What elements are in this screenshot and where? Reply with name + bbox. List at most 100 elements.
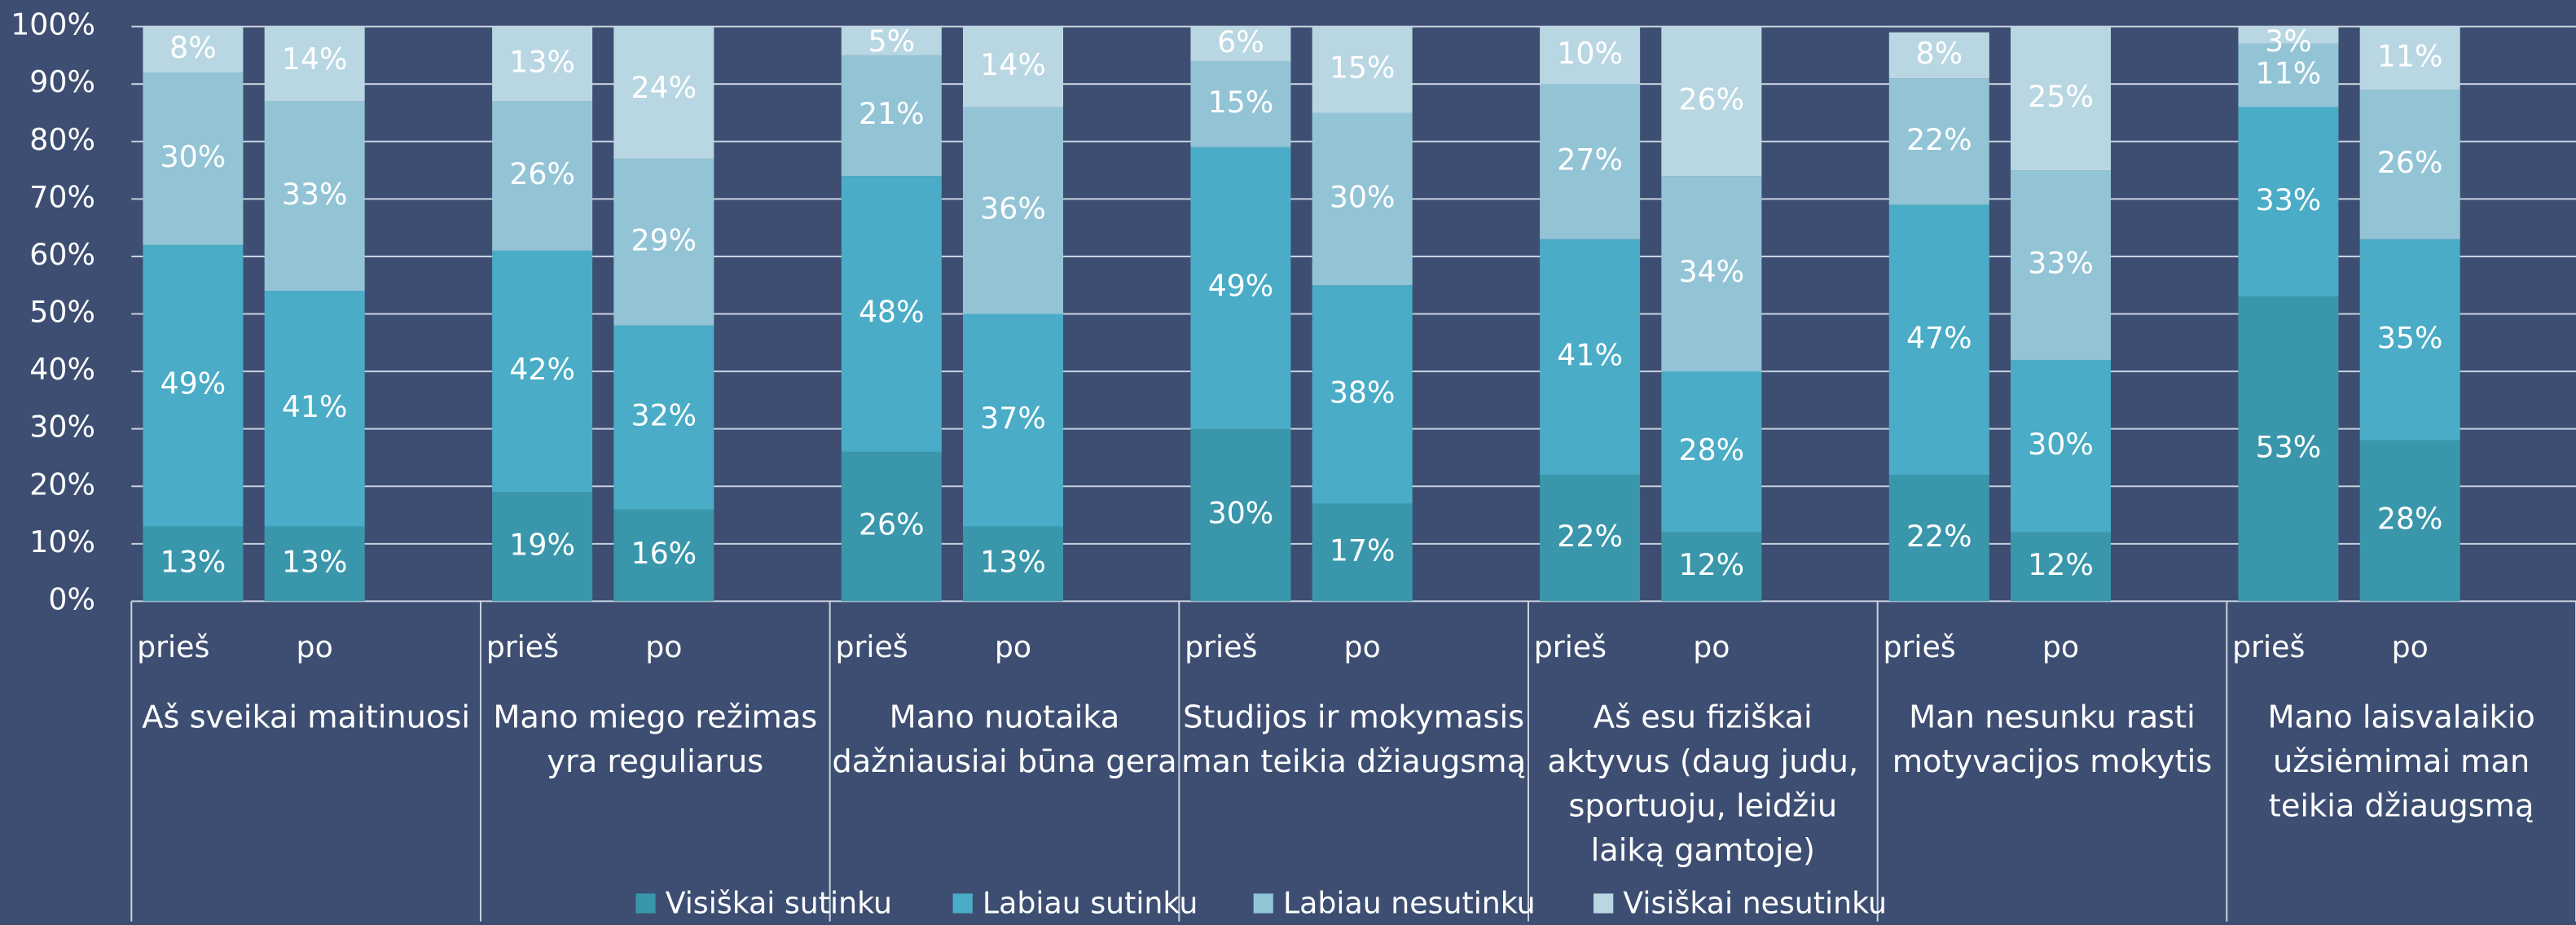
data-label: 30% <box>1330 179 1396 214</box>
group-label-box: Mano miego režimas yra reguliarus <box>493 699 818 781</box>
data-label: 30% <box>2028 427 2094 462</box>
data-label: 12% <box>2028 547 2094 582</box>
data-label: 34% <box>1679 254 1745 289</box>
bar-segment <box>963 26 1064 107</box>
data-label: 17% <box>1330 533 1396 568</box>
data-label: 11% <box>2377 38 2443 73</box>
data-label: 26% <box>2377 145 2443 180</box>
legend-label: Visiškai nesutinku <box>1623 885 1887 920</box>
data-label: 13% <box>160 545 226 580</box>
legend-swatch <box>1594 893 1614 914</box>
group-label-box: Studijos ir mokymasis man teikia džiaugs… <box>1181 699 1526 780</box>
group-label-box: Man nesunku rasti motyvacijos mokytis <box>1892 699 2212 780</box>
bar-segment <box>1540 84 1641 239</box>
bar-segment <box>1540 26 1641 85</box>
data-label: 29% <box>631 222 697 257</box>
data-label: 22% <box>1906 519 1972 554</box>
y-tick-label: 50% <box>29 295 95 330</box>
data-label: 26% <box>1679 81 1745 116</box>
data-label: 33% <box>2028 246 2094 281</box>
data-label: 28% <box>2377 502 2443 537</box>
group-label: Mano miego režimas yra reguliarus <box>493 699 818 781</box>
bar-segment <box>1312 285 1413 504</box>
bar-segment <box>841 451 942 602</box>
data-label: 41% <box>282 389 348 424</box>
bar-segment <box>2238 43 2339 107</box>
x-tick-label: prieš <box>1185 629 1257 664</box>
bar-segment <box>1540 239 1641 476</box>
y-tick-label: 30% <box>29 410 95 445</box>
data-label: 25% <box>2028 79 2094 114</box>
x-tick-label: po <box>1344 629 1381 664</box>
bar-segment <box>1888 204 1989 476</box>
data-label: 14% <box>980 47 1046 82</box>
bar-segment <box>963 526 1064 602</box>
y-tick-label: 100% <box>11 7 95 42</box>
y-tick-label: 60% <box>29 237 95 272</box>
x-tick-label: prieš <box>486 629 559 664</box>
group-label-box: Mano nuotaika dažniausiai būna gera <box>832 699 1177 781</box>
y-tick-label: 70% <box>29 179 95 214</box>
data-label: 33% <box>2256 182 2322 217</box>
data-label: 38% <box>1330 375 1396 410</box>
bar-segment <box>2011 170 2112 360</box>
data-label: 16% <box>631 536 697 571</box>
bar-segment <box>2011 26 2112 171</box>
bar-segment <box>492 492 593 602</box>
group-label: Mano laisvalaikio užsiėmimai man teikia … <box>2267 699 2535 825</box>
y-tick-label: 90% <box>29 64 95 99</box>
bar-segment <box>2359 239 2460 441</box>
bar-segment <box>2238 26 2339 44</box>
data-label: 48% <box>859 295 925 330</box>
bar-segment <box>492 250 593 493</box>
x-tick-label: po <box>297 629 333 664</box>
y-tick-label: 40% <box>29 352 95 387</box>
data-label: 37% <box>980 401 1046 436</box>
bar-segment <box>2238 107 2339 297</box>
data-label: 49% <box>1208 269 1274 304</box>
legend-swatch <box>952 893 973 914</box>
bar-segment <box>1888 475 1989 602</box>
bar-segment <box>2011 359 2112 533</box>
data-label: 8% <box>1916 36 1963 71</box>
group-label: Aš esu fiziškai aktyvus (daug judu, spor… <box>1547 699 1859 870</box>
bar-segment <box>264 101 365 292</box>
bar-segment <box>492 101 593 251</box>
legend-label: Labiau nesutinku <box>1283 885 1536 920</box>
data-label: 24% <box>631 70 697 105</box>
bar-segment <box>143 526 244 602</box>
group-label-box: Mano laisvalaikio užsiėmimai man teikia … <box>2267 699 2535 825</box>
data-label: 33% <box>282 177 348 212</box>
bar-segment <box>1661 176 1762 372</box>
data-label: 19% <box>509 527 575 562</box>
bar-segment <box>1661 371 1762 533</box>
data-label: 35% <box>2377 320 2443 355</box>
group-label: Aš sveikai maitinuosi <box>142 699 471 736</box>
data-label: 30% <box>1208 496 1274 531</box>
group-label: Mano nuotaika dažniausiai būna gera <box>832 699 1177 781</box>
x-tick-label: prieš <box>137 629 209 664</box>
data-label: 6% <box>1217 24 1264 59</box>
bar-segment <box>2359 26 2460 90</box>
bar-segment <box>1190 428 1291 602</box>
bar-segment <box>492 26 593 102</box>
bar-segment <box>1540 475 1641 602</box>
data-label: 41% <box>1557 337 1623 372</box>
data-label: 42% <box>509 352 575 387</box>
bar-segment <box>613 26 714 159</box>
data-label: 32% <box>631 398 697 433</box>
data-label: 8% <box>169 30 217 65</box>
data-label: 26% <box>509 156 575 191</box>
data-label: 3% <box>2265 24 2312 59</box>
legend-label: Visiškai sutinku <box>666 885 892 920</box>
data-label: 53% <box>2256 429 2322 464</box>
legend-label: Labiau sutinku <box>982 885 1198 920</box>
legend-swatch <box>1253 893 1273 914</box>
bar-segment <box>613 158 714 326</box>
bar-segment <box>1312 503 1413 602</box>
data-label: 12% <box>1679 547 1745 582</box>
data-label: 47% <box>1906 320 1972 355</box>
group-label-box: Aš esu fiziškai aktyvus (daug judu, spor… <box>1547 699 1859 870</box>
bar-segment <box>2359 90 2460 239</box>
